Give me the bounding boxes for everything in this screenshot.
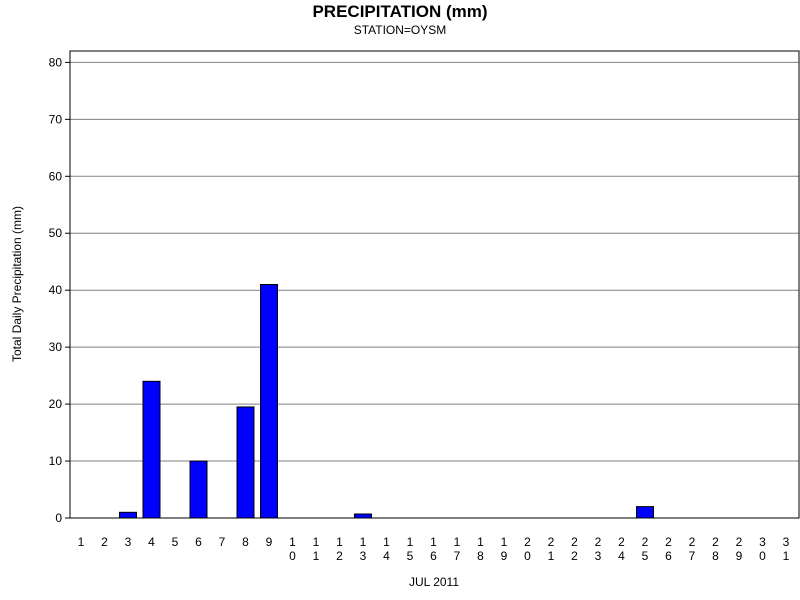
x-tick-label: 2	[101, 535, 108, 549]
x-tick-label: 9	[266, 535, 273, 549]
y-tick-label: 10	[49, 454, 63, 468]
y-tick-label: 20	[49, 397, 63, 411]
bar-day-13	[354, 513, 372, 519]
y-tick-label: 40	[49, 283, 63, 297]
bar-day-6	[189, 460, 208, 519]
gridlines	[70, 61, 799, 462]
y-tick-label: 30	[49, 340, 63, 354]
x-tick-label: 3	[125, 535, 132, 549]
x-tick-label: 8	[242, 535, 249, 549]
bar-day-25	[636, 506, 654, 519]
y-tick-label: 70	[49, 112, 63, 126]
x-tick-label: 7	[219, 535, 226, 549]
y-tick-label: 50	[49, 226, 63, 240]
x-axis-label: JUL 2011	[409, 575, 459, 589]
bar-day-9	[260, 284, 278, 519]
y-tick-label: 0	[55, 511, 62, 525]
y-tick-label: 60	[49, 169, 63, 183]
bar-day-3	[119, 511, 137, 519]
bar-day-8	[236, 406, 255, 519]
x-axis-ticks: 1 2 3 4 5 6 7 8 9 1 01 11 21 31 41 51 61 71 81 92 02 12 22 32 42…	[78, 535, 790, 563]
bars	[119, 284, 654, 519]
y-axis-ticks: 0 10 20 30 40 50 60 70 80	[49, 55, 70, 525]
chart-subtitle: STATION=OYSM	[354, 23, 447, 37]
plot-area-frame	[69, 50, 800, 519]
x-tick-label: 4	[148, 535, 155, 549]
chart-title: PRECIPITATION (mm)	[312, 2, 487, 21]
y-tick-label: 80	[49, 55, 63, 69]
x-tick-label: 5	[172, 535, 179, 549]
y-axis-label: Total Daily Precipitation (mm)	[10, 206, 24, 362]
x-tick-label: 6	[195, 535, 202, 549]
bar-day-4	[142, 380, 161, 519]
x-tick-label: 1	[78, 535, 85, 549]
